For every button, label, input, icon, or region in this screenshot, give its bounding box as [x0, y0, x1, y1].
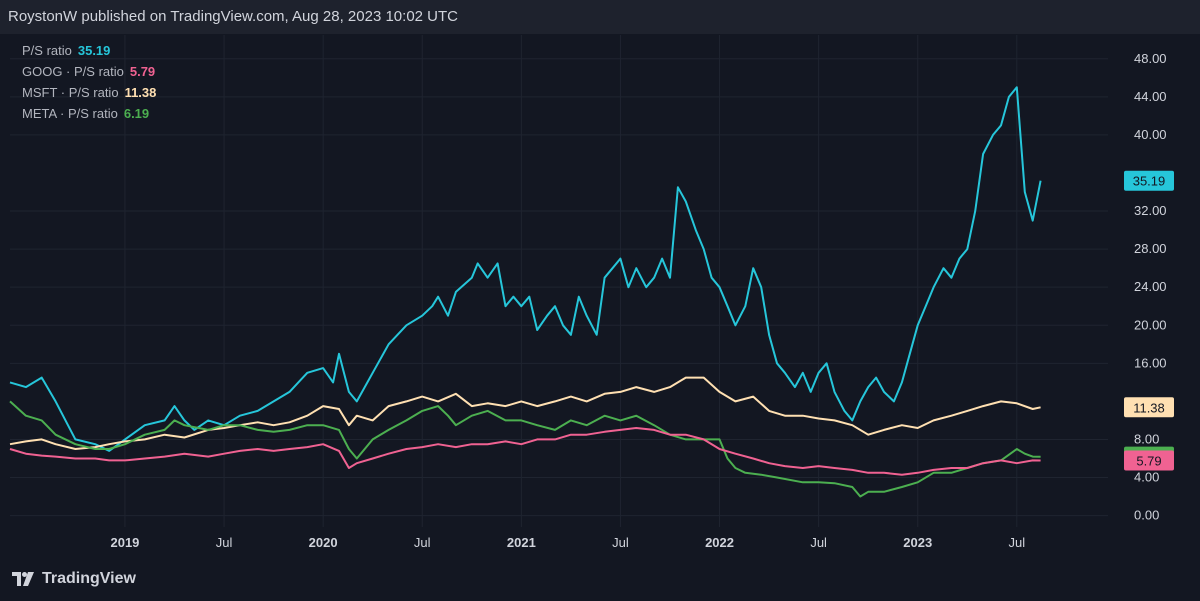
- footer: [0, 558, 1200, 601]
- series-line-0: [9, 86, 1042, 452]
- x-tick-label: Jul: [612, 535, 629, 550]
- y-axis: 0.00 4.00 8.00 16.00 20.00 24.00 28.00 32.00 40.…: [1134, 51, 1167, 523]
- y-tick-label: 8.00: [1134, 431, 1159, 446]
- last-value-badge: 5.79: [1124, 450, 1174, 471]
- tradingview-logo-icon: [12, 572, 34, 586]
- tradingview-logo[interactable]: TradingView: [12, 570, 136, 588]
- last-value-badge: 35.19: [1124, 170, 1174, 191]
- brand-name: TradingView: [42, 570, 136, 587]
- legend-value: 5.79: [129, 64, 156, 79]
- badge-value: 35.19: [1133, 174, 1166, 189]
- x-tick-label: 2019: [110, 535, 139, 550]
- legend-item-msft[interactable]: MSFT · P/S ratio 11.38: [22, 82, 156, 103]
- badge-value: 11.38: [1133, 400, 1165, 415]
- badge-background: [1124, 450, 1174, 471]
- badge-background: [1124, 397, 1174, 418]
- y-tick-label: 0.00: [1134, 508, 1159, 523]
- x-tick-label: Jul: [810, 535, 827, 550]
- x-tick-label: Jul: [1009, 535, 1026, 550]
- legend-label: MSFT · P/S ratio: [22, 85, 119, 100]
- legend-item-tsla[interactable]: P/S ratio 35.19: [22, 40, 156, 61]
- series-lines: [9, 86, 1042, 498]
- series-line-2: [9, 400, 1041, 498]
- publish-info: RoystonW published on TradingView.com, A…: [8, 8, 458, 25]
- y-tick-label: 16.00: [1134, 355, 1167, 370]
- x-tick-label: Jul: [216, 535, 233, 550]
- badge-background: [1124, 170, 1174, 191]
- y-tick-label: 24.00: [1134, 279, 1167, 294]
- y-tick-label: 44.00: [1134, 89, 1167, 104]
- x-axis: 2019 Jul 2020 Jul 2021 Jul 2022 Jul 2023 Jul: [110, 535, 1025, 550]
- legend-value: 11.38: [124, 85, 157, 100]
- x-tick-label: Jul: [414, 535, 431, 550]
- y-tick-label: 28.00: [1134, 241, 1167, 256]
- y-tick-label: 4.00: [1134, 470, 1159, 485]
- legend-value: 35.19: [77, 43, 111, 58]
- y-tick-label: 40.00: [1134, 127, 1167, 142]
- legend-item-meta[interactable]: META · P/S ratio 6.19: [22, 103, 156, 124]
- legend-value: 6.19: [123, 106, 150, 121]
- y-tick-label: 20.00: [1134, 317, 1167, 332]
- y-tick-label: 32.00: [1134, 203, 1167, 218]
- y-tick-label: 48.00: [1134, 51, 1167, 66]
- legend-item-goog[interactable]: GOOG · P/S ratio 5.79: [22, 61, 156, 82]
- x-tick-label: 2022: [705, 535, 734, 550]
- legend-label: META · P/S ratio: [22, 106, 118, 121]
- x-tick-label: 2021: [507, 535, 536, 550]
- publish-header: RoystonW published on TradingView.com, A…: [0, 0, 1200, 34]
- x-tick-label: 2020: [309, 535, 338, 550]
- last-value-badge: 11.38: [1124, 397, 1174, 418]
- legend-label: GOOG · P/S ratio: [22, 64, 124, 79]
- badge-value: 5.79: [1136, 453, 1161, 468]
- x-tick-label: 2023: [903, 535, 932, 550]
- series-line-1: [9, 376, 1041, 450]
- series-line-3: [9, 427, 1041, 476]
- legend: P/S ratio 35.19 GOOG · P/S ratio 5.79 MSFT…: [22, 40, 156, 124]
- legend-label: P/S ratio: [22, 43, 72, 58]
